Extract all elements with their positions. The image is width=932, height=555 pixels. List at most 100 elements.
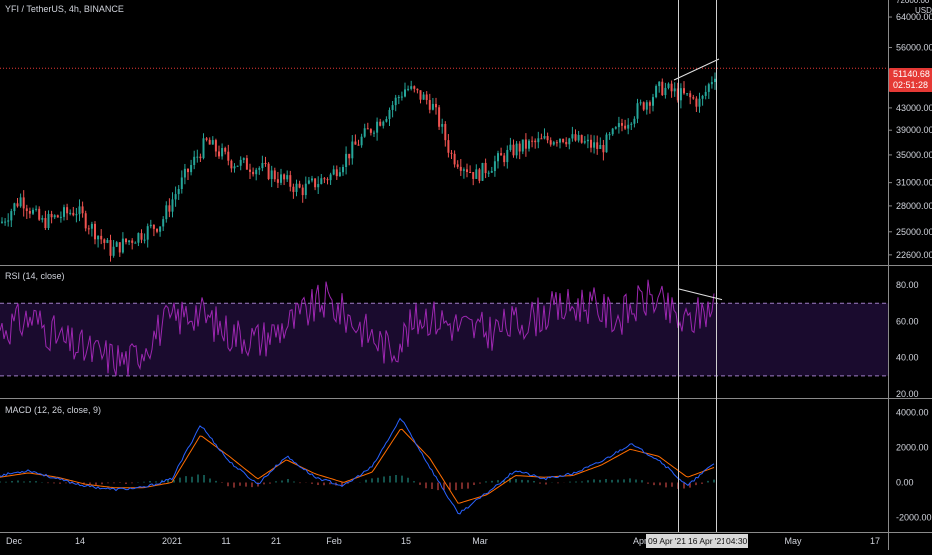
candle-body — [140, 233, 143, 240]
candle-body — [580, 135, 583, 143]
candle-body — [648, 102, 651, 106]
candle-body — [44, 218, 47, 229]
candle-body — [84, 213, 87, 229]
candle-body — [441, 124, 444, 127]
candle-body — [230, 160, 233, 169]
candle-body — [382, 121, 385, 126]
candle-body — [59, 216, 62, 218]
candle-body — [239, 159, 242, 166]
rsi-legend[interactable]: RSI (14, close) — [5, 271, 65, 281]
candle-body — [183, 168, 186, 178]
macd-tick-label: 0.00 — [896, 478, 914, 488]
candle-body — [376, 121, 379, 133]
candle-body — [633, 118, 636, 124]
candle-body — [379, 121, 382, 126]
candle-body — [360, 136, 363, 146]
candle-body — [7, 220, 10, 222]
candle-body — [196, 156, 199, 158]
time-axis-label: May — [784, 536, 802, 546]
candle-body — [422, 94, 425, 100]
candle-body — [118, 242, 121, 253]
candle-body — [162, 219, 165, 227]
candle-body — [289, 175, 292, 187]
candle-body — [218, 151, 220, 157]
crosshair-date-label: 04:30 — [726, 536, 748, 546]
candle-body — [233, 166, 236, 169]
divergence-trendline-price — [673, 58, 720, 81]
candle-body — [524, 139, 527, 149]
candle-body — [137, 233, 140, 243]
candle-body — [447, 140, 450, 153]
candle-body — [391, 105, 394, 110]
crosshair-date-label: 16 Apr '21 — [688, 536, 726, 546]
candle-body — [286, 175, 289, 180]
candle-body — [590, 139, 592, 148]
candle-body — [314, 178, 317, 188]
crosshair-date-box — [724, 534, 748, 548]
time-axis-label: 2021 — [162, 536, 182, 546]
candle-body — [385, 119, 388, 122]
candle-body — [630, 123, 633, 125]
candle-body — [326, 179, 329, 181]
candle-body — [252, 171, 255, 175]
candle-body — [453, 153, 456, 165]
candle-body — [676, 88, 679, 101]
candle-body — [490, 170, 493, 173]
candle-body — [295, 183, 298, 192]
candle-body — [53, 215, 56, 218]
candle-body — [438, 107, 441, 127]
price-tick-label: 31000.00 — [896, 178, 932, 188]
time-axis-label: Mar — [472, 536, 488, 546]
candle-body — [518, 143, 521, 152]
candle-body — [63, 207, 65, 217]
candle-body — [478, 169, 481, 181]
symbol-legend[interactable]: YFI / TetherUS, 4h, BINANCE — [5, 4, 124, 14]
candle-body — [338, 172, 341, 177]
candle-body — [180, 177, 183, 190]
candle-body — [602, 144, 605, 153]
macd-legend[interactable]: MACD (12, 26, close, 9) — [5, 405, 102, 415]
candle-body — [134, 242, 137, 244]
candle-body — [25, 208, 28, 211]
candle-body — [366, 128, 369, 130]
candle-body — [537, 138, 540, 143]
candle-body — [472, 172, 475, 179]
candle-body — [497, 153, 499, 162]
candle-body — [593, 142, 596, 148]
candle-body — [369, 129, 372, 133]
candle-body — [112, 246, 115, 256]
candle-body — [407, 88, 410, 90]
candle-body — [1, 221, 3, 223]
price-tick-label: 39000.00 — [896, 125, 932, 135]
divergence-trendline-rsi — [677, 288, 723, 301]
candle-body — [416, 88, 419, 91]
candle-body — [661, 81, 664, 96]
candle-body — [236, 165, 239, 167]
time-axis-label: 15 — [401, 536, 411, 546]
candle-body — [190, 165, 193, 173]
candle-body — [459, 166, 462, 171]
candle-body — [19, 197, 22, 207]
candle-body — [493, 161, 496, 171]
price-tick-label: 22600.00 — [896, 250, 932, 260]
candle-body — [357, 144, 360, 146]
candle-body — [16, 203, 19, 207]
candle-body — [146, 226, 149, 240]
candle-body — [571, 134, 574, 139]
candle-body — [90, 223, 93, 229]
candle-body — [611, 128, 614, 135]
candle-body — [562, 138, 565, 142]
candle-body — [512, 144, 515, 156]
crosshair-date-box — [686, 534, 725, 548]
candle-body — [10, 211, 13, 221]
candle-body — [199, 156, 202, 159]
candle-body — [41, 218, 44, 220]
time-axis-label: 11 — [221, 536, 230, 546]
price-tick-label: 35000.00 — [896, 150, 932, 160]
candle-body — [419, 90, 422, 100]
candle-body — [276, 179, 279, 183]
candle-body — [509, 144, 512, 150]
candle-body — [307, 180, 310, 184]
